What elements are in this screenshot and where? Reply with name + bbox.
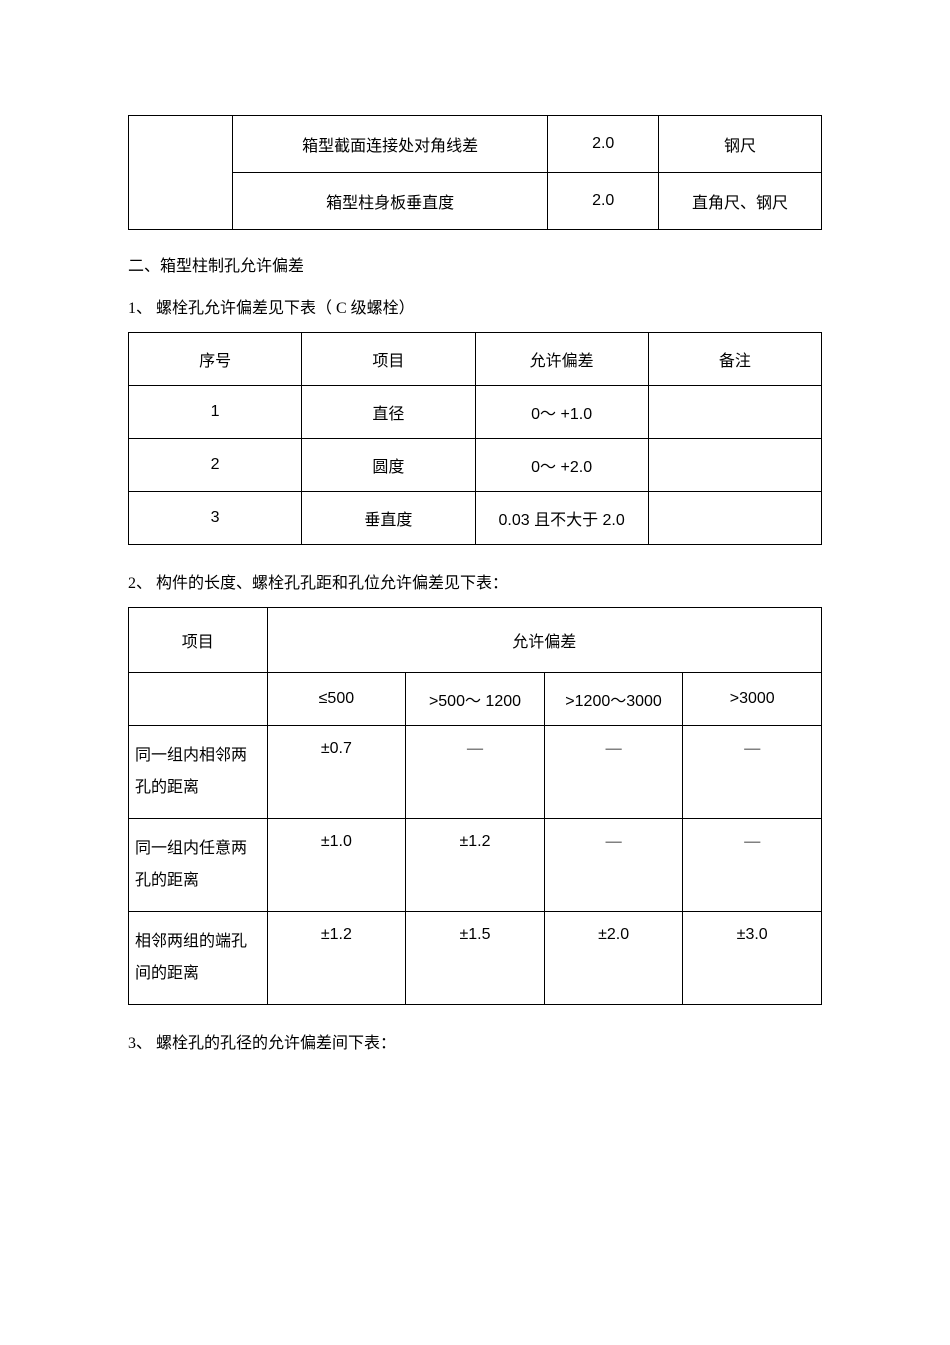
cell-range: ≤500	[267, 673, 406, 726]
section-heading-2: 二、箱型柱制孔允许偏差	[128, 252, 822, 276]
cell-val: —	[544, 726, 683, 819]
cell-no: 1	[129, 386, 302, 439]
col-header-tol: 允许偏差	[267, 608, 821, 673]
cell-tol: 0.03 且不大于 2.0	[475, 492, 648, 545]
table-header-row: 项目 允许偏差	[129, 608, 822, 673]
cell-val: ±0.7	[267, 726, 406, 819]
cell-note	[648, 492, 821, 545]
col-header: 序号	[129, 333, 302, 386]
table-bolt-hole-tolerance: 序号 项目 允许偏差 备注 1 直径 0～ +1.0 2 圆度 0～ +2.0 …	[128, 332, 822, 545]
cell-val: ±2.0	[544, 912, 683, 1005]
subsection-2-2-title: 2、 构件的长度、螺栓孔孔距和孔位允许偏差见下表：	[128, 569, 822, 593]
cell-item: 同一组内任意两孔的距离	[129, 819, 268, 912]
cell-note	[648, 439, 821, 492]
cell-range: >500～ 1200	[406, 673, 545, 726]
cell-label: 箱型截面连接处对角线差	[232, 116, 547, 173]
cell-label: 箱型柱身板垂直度	[232, 173, 547, 230]
cell-val: ±3.0	[683, 912, 822, 1005]
cell-value: 2.0	[548, 116, 659, 173]
cell-range: >3000	[683, 673, 822, 726]
cell-value: 2.0	[548, 173, 659, 230]
cell-range: >1200～3000	[544, 673, 683, 726]
table-row: 同一组内任意两孔的距离 ±1.0 ±1.2 — —	[129, 819, 822, 912]
cell-empty	[129, 116, 233, 230]
cell-val: ±1.2	[406, 819, 545, 912]
cell-val: —	[544, 819, 683, 912]
cell-val: —	[683, 726, 822, 819]
table-row: 1 直径 0～ +1.0	[129, 386, 822, 439]
table-row: 2 圆度 0～ +2.0	[129, 439, 822, 492]
table-range-row: ≤500 >500～ 1200 >1200～3000 >3000	[129, 673, 822, 726]
table-hole-distance-tolerance: 项目 允许偏差 ≤500 >500～ 1200 >1200～3000 >3000…	[128, 607, 822, 1005]
cell-tol: 0～ +2.0	[475, 439, 648, 492]
table-box-column-tolerance: 箱型截面连接处对角线差 2.0 钢尺 箱型柱身板垂直度 2.0 直角尺、钢尺	[128, 115, 822, 230]
cell-item: 相邻两组的端孔间的距离	[129, 912, 268, 1005]
cell-val: ±1.0	[267, 819, 406, 912]
table-row: 同一组内相邻两孔的距离 ±0.7 — — —	[129, 726, 822, 819]
cell-item: 圆度	[302, 439, 475, 492]
table-row: 相邻两组的端孔间的距离 ±1.2 ±1.5 ±2.0 ±3.0	[129, 912, 822, 1005]
table-row: 箱型柱身板垂直度 2.0 直角尺、钢尺	[129, 173, 822, 230]
cell-no: 3	[129, 492, 302, 545]
cell-val: —	[683, 819, 822, 912]
cell-note	[648, 386, 821, 439]
subsection-2-1-title: 1、 螺栓孔允许偏差见下表（ C 级螺栓）	[128, 294, 822, 318]
col-header: 备注	[648, 333, 821, 386]
cell-item: 垂直度	[302, 492, 475, 545]
cell-val: —	[406, 726, 545, 819]
cell-item: 同一组内相邻两孔的距离	[129, 726, 268, 819]
col-header-item: 项目	[129, 608, 268, 673]
cell-no: 2	[129, 439, 302, 492]
cell-tool: 钢尺	[659, 116, 822, 173]
cell-tool: 直角尺、钢尺	[659, 173, 822, 230]
cell-empty	[129, 673, 268, 726]
subsection-2-3-title: 3、 螺栓孔的孔径的允许偏差间下表：	[128, 1029, 822, 1053]
cell-val: ±1.5	[406, 912, 545, 1005]
col-header: 项目	[302, 333, 475, 386]
cell-item: 直径	[302, 386, 475, 439]
col-header: 允许偏差	[475, 333, 648, 386]
table-row: 3 垂直度 0.03 且不大于 2.0	[129, 492, 822, 545]
table-row: 箱型截面连接处对角线差 2.0 钢尺	[129, 116, 822, 173]
cell-tol: 0～ +1.0	[475, 386, 648, 439]
cell-val: ±1.2	[267, 912, 406, 1005]
table-header-row: 序号 项目 允许偏差 备注	[129, 333, 822, 386]
